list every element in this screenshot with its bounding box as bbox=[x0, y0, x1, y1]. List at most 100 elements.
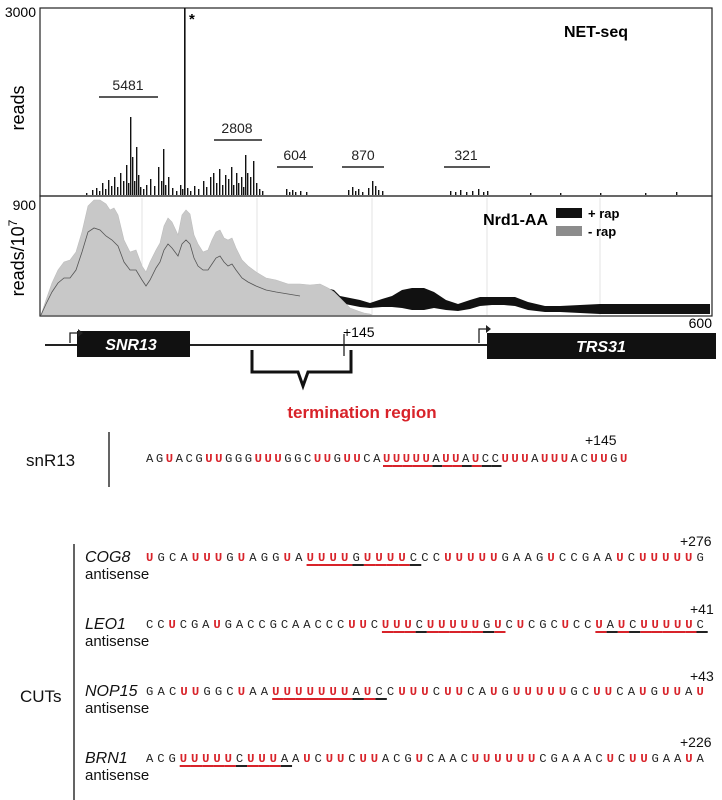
net-seq-bars bbox=[86, 8, 678, 195]
net-seq-bar bbox=[455, 192, 457, 195]
nucleotide: C bbox=[157, 752, 169, 766]
nucleotide: U bbox=[560, 452, 571, 466]
nucleotide: U bbox=[478, 551, 491, 565]
net-seq-bar bbox=[358, 189, 360, 195]
nucleotide: C bbox=[325, 618, 337, 632]
net-seq-bar bbox=[259, 189, 261, 195]
nucleotide: G bbox=[190, 618, 203, 632]
nucleotide: A bbox=[146, 752, 158, 766]
peak-star: * bbox=[189, 11, 195, 28]
nucleotide: U bbox=[247, 752, 259, 766]
net-seq-bar bbox=[295, 192, 297, 195]
nucleotide: G bbox=[214, 685, 227, 699]
nucleotide: U bbox=[494, 618, 506, 632]
net-seq-bar bbox=[306, 192, 308, 195]
nucleotide: U bbox=[471, 452, 482, 466]
nucleotide: U bbox=[224, 752, 236, 766]
net-seq-bar bbox=[168, 177, 170, 195]
nucleotide: A bbox=[438, 752, 450, 766]
nucleotide: U bbox=[516, 618, 528, 632]
nucleotide: G bbox=[610, 452, 620, 466]
net-seq-bar bbox=[213, 173, 215, 195]
tss-arrow-snr13 bbox=[69, 332, 78, 343]
net-seq-bar bbox=[184, 8, 186, 195]
nucleotide: C bbox=[627, 551, 640, 565]
net-seq-bar bbox=[375, 186, 377, 195]
nucleotide: A bbox=[249, 551, 261, 565]
net-seq-bar bbox=[233, 185, 235, 195]
nucleotide: U bbox=[490, 551, 502, 565]
nucleotide: C bbox=[179, 618, 191, 632]
nucleotide: C bbox=[314, 618, 326, 632]
nucleotide: U bbox=[306, 685, 319, 699]
nucleotide: G bbox=[168, 752, 180, 766]
net-seq-bar bbox=[368, 188, 370, 195]
nrd1-plus-rap-area bbox=[300, 288, 710, 314]
nrd1-ymax: 900 bbox=[13, 197, 37, 213]
nucleotide: U bbox=[283, 551, 296, 565]
snr13-sequence: AGUACGUUGGGUUUGGCUUGUUCAUUUUUAUUAUCCUUUA… bbox=[146, 452, 630, 466]
legend-label-plus-rap: + rap bbox=[588, 206, 619, 221]
nucleotide: A bbox=[295, 551, 307, 565]
nucleotide: G bbox=[234, 452, 245, 466]
nucleotide: C bbox=[460, 752, 472, 766]
nucleotide: A bbox=[584, 752, 596, 766]
net-seq-bar bbox=[117, 187, 119, 195]
termination-region-label: termination region bbox=[287, 403, 436, 422]
nucleotide: U bbox=[452, 452, 462, 466]
nucleotide: C bbox=[386, 685, 399, 699]
nucleotide: C bbox=[491, 452, 502, 466]
net-seq-bar bbox=[130, 117, 132, 195]
nucleotide: A bbox=[180, 551, 192, 565]
nucleotide: U bbox=[471, 752, 484, 766]
nucleotide: A bbox=[604, 551, 617, 565]
nucleotide: G bbox=[483, 618, 495, 632]
nucleotide: U bbox=[673, 551, 686, 565]
nucleotide: C bbox=[558, 551, 571, 565]
nucleotide: U bbox=[640, 618, 652, 632]
nucleotide: U bbox=[409, 685, 422, 699]
net-seq-bar bbox=[92, 190, 94, 195]
nucleotide: C bbox=[432, 685, 445, 699]
net-seq-bar bbox=[128, 183, 130, 195]
net-seq-bar bbox=[256, 183, 258, 195]
nrd1-ylabel-exponent: 7 bbox=[6, 219, 20, 226]
nucleotide: C bbox=[629, 618, 641, 632]
nucleotide: U bbox=[590, 452, 601, 466]
nucleotide: C bbox=[572, 618, 585, 632]
nucleotide: A bbox=[674, 752, 686, 766]
nucleotide: A bbox=[513, 551, 525, 565]
net-seq-bar bbox=[460, 190, 462, 195]
nucleotide: G bbox=[570, 685, 582, 699]
nucleotide: U bbox=[449, 618, 461, 632]
nucleotide: G bbox=[272, 551, 284, 565]
count-label: 321 bbox=[454, 147, 478, 163]
net-seq-bar bbox=[120, 173, 122, 195]
nucleotide: U bbox=[393, 618, 405, 632]
nucleotide: C bbox=[539, 752, 551, 766]
nucleotide: C bbox=[336, 618, 349, 632]
nucleotide: U bbox=[629, 752, 641, 766]
nucleotide: U bbox=[348, 618, 360, 632]
nucleotide: G bbox=[294, 452, 304, 466]
nucleotide: U bbox=[696, 685, 708, 699]
net-seq-bar bbox=[154, 186, 156, 195]
nucleotide: C bbox=[235, 752, 248, 766]
nucleotide: U bbox=[501, 452, 512, 466]
nucleotide: A bbox=[292, 752, 304, 766]
nucleotide: G bbox=[696, 551, 708, 565]
nucleotide: U bbox=[561, 618, 573, 632]
nucleotide: U bbox=[381, 618, 394, 632]
net-seq-bar bbox=[132, 157, 134, 195]
snr13-label: snR13 bbox=[26, 451, 76, 470]
nrd1-title: Nrd1-AA bbox=[483, 212, 548, 229]
nucleotide: C bbox=[421, 551, 433, 565]
tss-arrow-trs31 bbox=[478, 328, 486, 343]
net-seq-bar bbox=[96, 188, 98, 195]
net-seq-bar bbox=[190, 191, 192, 195]
nucleotide: G bbox=[535, 551, 548, 565]
nucleotide: C bbox=[426, 752, 439, 766]
nucleotide: U bbox=[616, 551, 628, 565]
nucleotide: C bbox=[226, 685, 238, 699]
cog8-position: +276 bbox=[680, 533, 712, 549]
